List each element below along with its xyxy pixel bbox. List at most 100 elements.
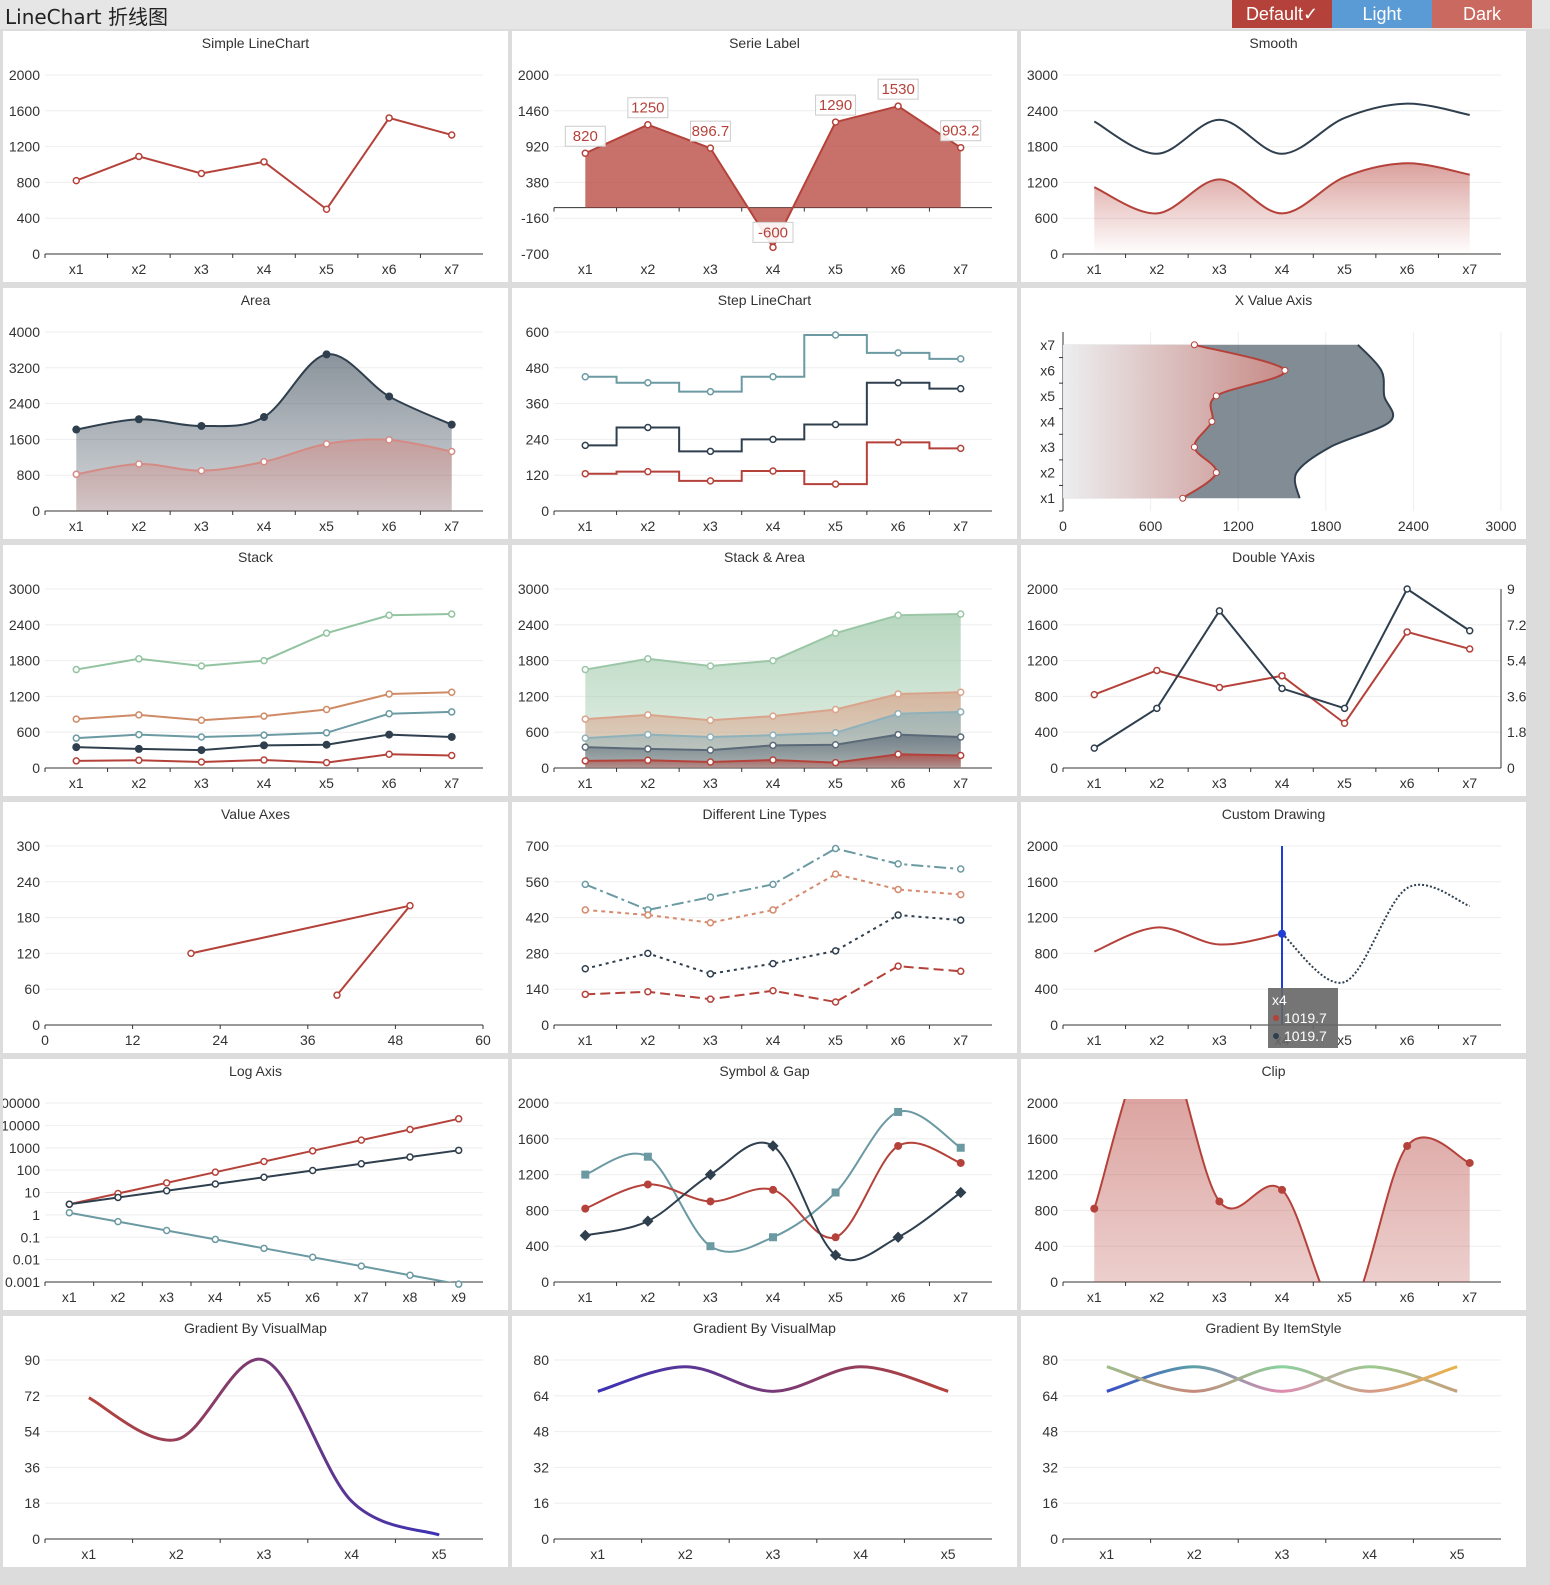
y-tick-label: 1 bbox=[32, 1207, 40, 1223]
tooltip-title: x4 bbox=[1272, 992, 1287, 1008]
y-tick-label: 1800 bbox=[1027, 139, 1058, 155]
x-tick-label: x2 bbox=[678, 1546, 693, 1562]
chart-title: Gradient By VisualMap bbox=[693, 1320, 836, 1336]
x-tick-label: x6 bbox=[1400, 775, 1415, 791]
x-tick-label: x7 bbox=[953, 1032, 968, 1048]
data-point bbox=[894, 911, 902, 919]
x-tick-label: x3 bbox=[257, 1546, 272, 1562]
chart-panel: Log Axis 0.001 0.01 0.1 1 10 100 1000 10000 10000… bbox=[3, 1059, 508, 1310]
data-point bbox=[706, 893, 715, 901]
y-tick-label: 560 bbox=[526, 874, 550, 890]
y-tick-label: 1600 bbox=[1027, 874, 1058, 890]
data-point bbox=[197, 758, 206, 766]
x-tick-label: x1 bbox=[1087, 261, 1102, 277]
x-tick-label: x5 bbox=[941, 1546, 956, 1562]
y-tick-label: 1200 bbox=[1027, 174, 1058, 190]
data-point bbox=[162, 1179, 171, 1187]
x-tick-label: x4 bbox=[1362, 1546, 1377, 1562]
x-tick-label: x6 bbox=[891, 775, 906, 791]
data-point bbox=[956, 708, 965, 716]
y-tick-label: 1800 bbox=[518, 653, 549, 669]
data-point bbox=[831, 758, 840, 767]
y-tick-label: 1600 bbox=[1027, 1131, 1058, 1147]
data-point bbox=[1153, 666, 1161, 675]
series-line bbox=[1106, 1365, 1458, 1393]
y-tick-label: 0 bbox=[1050, 1274, 1058, 1290]
data-point bbox=[831, 118, 840, 126]
y2-tick-label: 9 bbox=[1507, 581, 1515, 597]
theme-dark-button[interactable]: Dark bbox=[1432, 0, 1532, 28]
data-point bbox=[642, 1215, 654, 1227]
data-point bbox=[454, 1115, 463, 1123]
data-point bbox=[769, 986, 777, 995]
data-point bbox=[385, 436, 393, 444]
data-point bbox=[454, 1146, 463, 1155]
data-point bbox=[769, 656, 777, 665]
y2-tick-label: 5.4 bbox=[1507, 653, 1526, 669]
data-point bbox=[135, 152, 143, 161]
data-point bbox=[385, 611, 393, 620]
data-point bbox=[831, 1188, 840, 1197]
chart-svg: 0 600 1200 1800 2400 3000 x1 x2 x3 x4 x5 x6 x7 bbox=[1027, 67, 1501, 277]
data-point bbox=[706, 477, 715, 485]
data-point bbox=[135, 711, 143, 719]
x-tick-label: x8 bbox=[403, 1289, 418, 1305]
y-tick-label: 400 bbox=[1035, 981, 1059, 997]
area-fill bbox=[1063, 344, 1286, 499]
data-point bbox=[1340, 704, 1349, 713]
data-point bbox=[1465, 645, 1474, 653]
y-tick-label: 300 bbox=[17, 838, 41, 854]
data-point bbox=[706, 995, 715, 1003]
data-point bbox=[894, 690, 902, 698]
data-point bbox=[892, 1231, 904, 1243]
data-point bbox=[1190, 341, 1198, 349]
y-tick-label: 2000 bbox=[518, 1095, 549, 1111]
series-line bbox=[1093, 162, 1470, 215]
x-tick-label: x2 bbox=[1149, 775, 1164, 791]
y-tick-label: 0.001 bbox=[5, 1274, 40, 1290]
x-tick-label: x4 bbox=[766, 261, 781, 277]
y-tick-label: 800 bbox=[1035, 945, 1059, 961]
y-tick-label: 2000 bbox=[9, 67, 40, 83]
data-point bbox=[114, 1193, 122, 1202]
data-point bbox=[135, 730, 143, 739]
data-point bbox=[831, 740, 840, 749]
y-tick-label: 2000 bbox=[518, 67, 549, 83]
y-tick-label: 3000 bbox=[1027, 67, 1058, 83]
data-point bbox=[322, 729, 331, 737]
x-tick-label: x6 bbox=[1400, 1032, 1415, 1048]
data-point bbox=[406, 1271, 414, 1280]
y-tick-label: 700 bbox=[526, 838, 550, 854]
y-tick-label: 400 bbox=[526, 1238, 550, 1254]
data-point bbox=[447, 420, 456, 429]
y-tick-label: 0 bbox=[1050, 760, 1058, 776]
data-point bbox=[260, 1244, 268, 1253]
tooltip: x4 1019.7 1019.7 bbox=[1268, 988, 1338, 1048]
theme-default-button[interactable]: Default✓ bbox=[1232, 0, 1332, 28]
y-tick-label: 600 bbox=[526, 724, 550, 740]
data-point bbox=[581, 1204, 590, 1213]
data-point bbox=[447, 751, 456, 760]
data-point bbox=[769, 373, 777, 381]
x-tick-label: x2 bbox=[131, 775, 146, 791]
x-tick-label: x5 bbox=[1337, 261, 1352, 277]
data-point bbox=[1278, 684, 1286, 693]
data-point bbox=[829, 1249, 842, 1261]
data-point bbox=[260, 413, 268, 422]
x-tick-label: x3 bbox=[194, 261, 209, 277]
data-point bbox=[644, 120, 652, 129]
data-point bbox=[447, 131, 456, 139]
data-point bbox=[581, 469, 590, 478]
data-point bbox=[134, 744, 143, 753]
data-point bbox=[581, 149, 590, 157]
theme-light-button[interactable]: Light bbox=[1332, 0, 1432, 28]
y-tick-label: 800 bbox=[17, 174, 41, 190]
data-point bbox=[385, 392, 394, 401]
data-point bbox=[831, 844, 840, 853]
y-tick-label: 800 bbox=[17, 467, 41, 483]
y-tick-label: 0.01 bbox=[13, 1252, 40, 1268]
chart-title: Value Axes bbox=[220, 806, 290, 822]
data-point bbox=[447, 447, 456, 456]
